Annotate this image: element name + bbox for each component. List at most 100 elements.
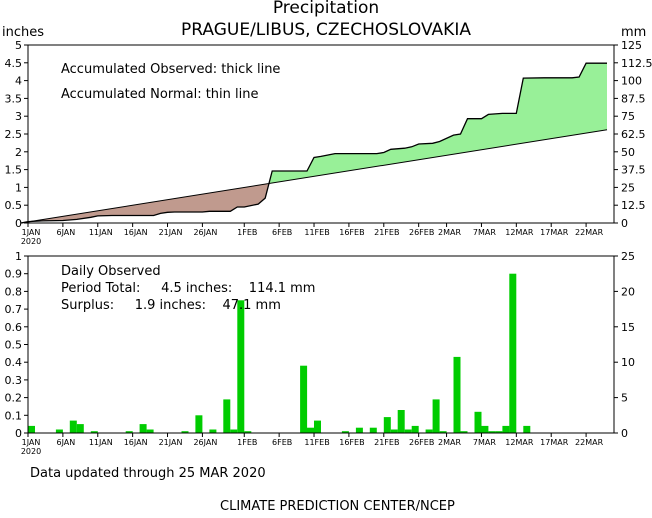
- acc-right-tick-label: 62.5: [621, 128, 646, 141]
- daily-bar: [244, 431, 252, 433]
- daily-left-tick-label: 0.4: [5, 356, 23, 369]
- acc-right-tick-label: 112.5: [621, 57, 652, 70]
- credit-line: CLIMATE PREDICTION CENTER/NCEP: [220, 499, 455, 514]
- daily-x-tick-label: 11FEB: [304, 438, 329, 447]
- daily-bar: [76, 424, 84, 433]
- daily-bar: [474, 411, 482, 433]
- daily-left-tick-label: 1: [15, 250, 22, 263]
- annotation-period-total: Period Total: 4.5 inches: 114.1 mm: [61, 281, 316, 296]
- daily-bar: [481, 425, 489, 433]
- daily-x-tick-label: 16FEB: [339, 438, 364, 447]
- annotation-surplus: Surplus: 1.9 inches: 47.1 mm: [61, 298, 281, 313]
- acc-left-tick-label: 3: [15, 110, 22, 123]
- daily-bar: [383, 417, 391, 433]
- daily-bar: [390, 429, 398, 433]
- daily-bar: [209, 429, 217, 433]
- daily-x-tick-label: 26FEB: [409, 438, 434, 447]
- acc-left-tick-label: 2.5: [5, 128, 23, 141]
- daily-left-tick-label: 0.8: [5, 285, 23, 298]
- daily-bar: [355, 427, 363, 433]
- acc-right-tick-label: 37.5: [621, 164, 646, 177]
- surplus-area-2: [268, 63, 607, 184]
- annotation-normal: Accumulated Normal: thin line: [61, 87, 259, 102]
- daily-right-tick-label: 10: [621, 356, 635, 369]
- daily-bar: [307, 427, 314, 433]
- normal-line: [20, 129, 608, 224]
- acc-x-tick-label: 17MAR: [540, 228, 569, 237]
- acc-x-tick-label: 1JAN: [22, 228, 41, 237]
- daily-bar: [69, 420, 77, 433]
- acc-x-tick-label: 16FEB: [339, 228, 364, 237]
- acc-x-tick-label: 7MAR: [473, 228, 496, 237]
- left-unit-label: inches: [2, 25, 45, 40]
- acc-x-tick-label: 6FEB: [272, 228, 292, 237]
- daily-bar: [460, 431, 468, 433]
- acc-right-tick-label: 75: [621, 110, 635, 123]
- acc-left-tick-label: 2: [15, 146, 22, 159]
- daily-bar: [509, 273, 517, 433]
- annotation-daily: Daily Observed: [61, 264, 161, 279]
- daily-bar: [237, 300, 245, 434]
- acc-right-tick-label: 12.5: [621, 199, 646, 212]
- daily-bar: [195, 415, 203, 433]
- daily-bar: [439, 431, 447, 433]
- daily-left-tick-label: 0.9: [5, 268, 23, 281]
- deficit-area-1: [30, 183, 269, 222]
- daily-x-tick-label: 21FEB: [374, 438, 399, 447]
- daily-bar: [90, 431, 98, 433]
- daily-right-tick-label: 0: [621, 427, 628, 440]
- daily-left-tick-label: 0: [15, 427, 22, 440]
- daily-bar: [425, 429, 433, 433]
- daily-bar: [397, 410, 405, 433]
- daily-bar: [146, 429, 154, 433]
- acc-x-tick-year: 2020: [21, 237, 41, 246]
- acc-right-tick-label: 0: [621, 217, 628, 230]
- daily-left-tick-label: 0.3: [5, 374, 23, 387]
- daily-x-tick-label: 26JAN: [193, 438, 217, 447]
- daily-right-tick-label: 5: [621, 392, 628, 405]
- daily-bar: [55, 429, 63, 433]
- acc-x-tick-label: 26JAN: [193, 228, 217, 237]
- daily-bar: [300, 365, 308, 433]
- daily-x-tick-label: 12MAR: [505, 438, 534, 447]
- acc-left-tick-label: 4.5: [5, 57, 23, 70]
- acc-left-tick-label: 1: [15, 181, 22, 194]
- acc-left-tick-label: 0.5: [5, 199, 23, 212]
- observed-line: [20, 62, 607, 224]
- acc-right-tick-label: 100: [621, 75, 642, 88]
- daily-bar: [230, 429, 238, 433]
- daily-bar: [341, 431, 349, 433]
- chart-title: Precipitation: [272, 0, 380, 18]
- acc-x-tick-label: 22MAR: [575, 228, 604, 237]
- daily-x-tick-label: 21JAN: [159, 438, 183, 447]
- acc-right-tick-label: 87.5: [621, 92, 646, 105]
- daily-bar: [223, 399, 231, 433]
- daily-bar: [432, 399, 440, 433]
- daily-x-tick-label: 16JAN: [124, 438, 148, 447]
- daily-left-tick-label: 0.5: [5, 339, 23, 352]
- acc-x-tick-label: 21FEB: [374, 228, 399, 237]
- daily-right-tick-label: 15: [621, 321, 635, 334]
- data-updated-note: Data updated through 25 MAR 2020: [30, 466, 266, 481]
- daily-bar: [502, 425, 510, 433]
- daily-bar: [369, 427, 377, 433]
- daily-bar: [404, 429, 412, 433]
- acc-x-tick-label: 1FEB: [237, 228, 257, 237]
- daily-x-tick-label: 22MAR: [575, 438, 604, 447]
- acc-right-tick-label: 50: [621, 146, 635, 159]
- daily-x-tick-label: 17MAR: [540, 438, 569, 447]
- daily-right-tick-label: 20: [621, 285, 635, 298]
- acc-x-tick-label: 12MAR: [505, 228, 534, 237]
- acc-left-tick-label: 1.5: [5, 164, 23, 177]
- daily-left-tick-label: 0.6: [5, 321, 23, 334]
- chart-subtitle: PRAGUE/LIBUS, CZECHOSLOVAKIA: [181, 20, 471, 40]
- acc-right-tick-label: 125: [621, 39, 642, 52]
- daily-x-tick-year: 2020: [21, 447, 41, 456]
- daily-x-tick-label: 6FEB: [272, 438, 292, 447]
- acc-left-tick-label: 4: [15, 75, 22, 88]
- daily-x-tick-label: 11JAN: [89, 438, 113, 447]
- daily-bar: [28, 425, 35, 433]
- daily-bar: [139, 424, 147, 433]
- daily-bar: [125, 431, 133, 433]
